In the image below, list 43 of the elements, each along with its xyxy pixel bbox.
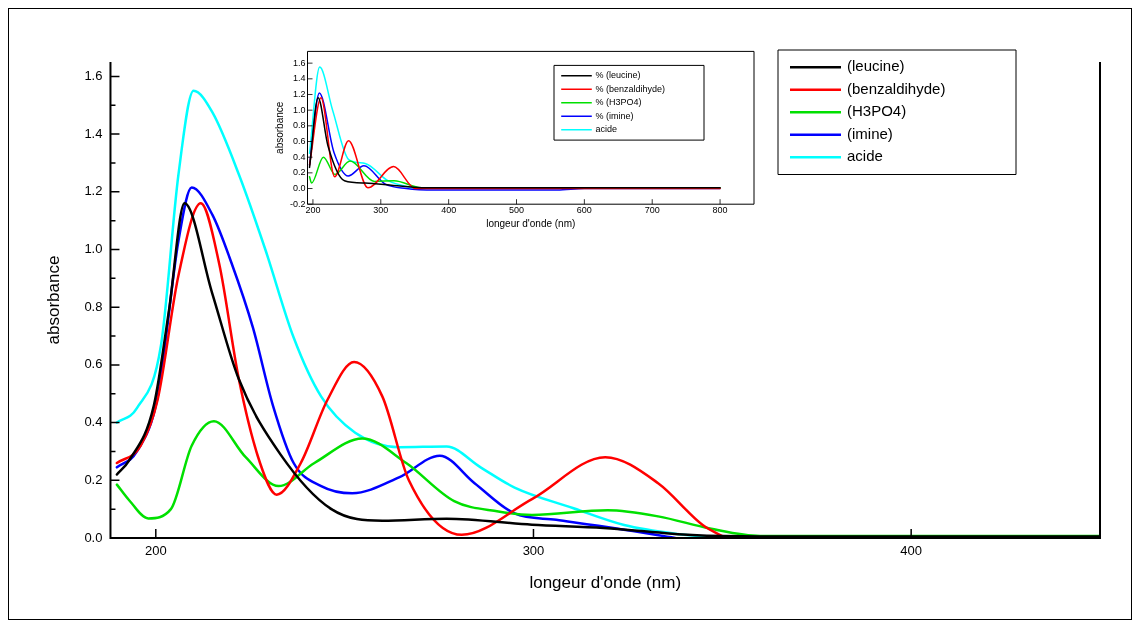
legend-label: % (imine) — [595, 110, 634, 121]
legend-label: acide — [847, 147, 883, 165]
x-tick-label: 700 — [644, 205, 660, 216]
x-tick-label: 200 — [305, 205, 321, 216]
y-tick-label: 0.4 — [84, 414, 103, 430]
legend-label: % (leucine) — [595, 70, 641, 81]
y-tick-label: 0.2 — [84, 471, 103, 487]
legend-label: (leucine) — [847, 57, 905, 75]
x-tick-label: 300 — [373, 205, 389, 216]
x-tick-label: 600 — [576, 205, 592, 216]
y-tick-label: 0.0 — [84, 529, 103, 545]
legend-label: (benzaldihyde) — [847, 79, 946, 97]
x-tick-label: 400 — [441, 205, 457, 216]
legend-label: (imine) — [847, 124, 893, 142]
x-tick-label: 500 — [508, 205, 525, 216]
y-tick-label: -0.2 — [289, 198, 306, 209]
x-axis-title: longeur d'onde (nm) — [529, 573, 682, 593]
legend-label: acide — [595, 124, 617, 135]
y-tick-label: 0.2 — [292, 167, 306, 178]
y-tick-label: 1.6 — [292, 57, 306, 68]
y-tick-label: 0.6 — [84, 356, 103, 372]
y-tick-label: 1.6 — [84, 68, 103, 83]
y-tick-label: 1.0 — [292, 104, 306, 115]
y-axis-title: absorbance — [273, 101, 285, 154]
y-tick-label: 0.8 — [84, 298, 103, 314]
x-tick-label: 400 — [900, 543, 923, 559]
y-tick-label: 0.0 — [292, 183, 306, 194]
legend-label: (H3PO4) — [847, 102, 907, 120]
y-tick-label: 0.4 — [292, 151, 306, 162]
y-tick-label: 1.4 — [292, 73, 306, 84]
legend-label: % (H3PO4) — [595, 97, 642, 108]
x-tick-label: 200 — [144, 543, 167, 559]
x-tick-label: 800 — [712, 205, 728, 216]
y-axis-title: absorbance — [43, 255, 63, 345]
y-tick-label: 1.4 — [84, 125, 103, 141]
y-tick-label: 0.6 — [292, 136, 306, 146]
y-tick-label: 1.0 — [84, 241, 103, 257]
x-tick-label: 300 — [522, 543, 545, 559]
legend-label: % (benzaldihyde) — [595, 83, 665, 94]
x-axis-title: longeur d'onde (nm) — [486, 217, 576, 229]
y-tick-label: 1.2 — [292, 88, 306, 99]
y-tick-label: 0.8 — [292, 120, 306, 131]
y-tick-label: 1.2 — [84, 183, 103, 199]
